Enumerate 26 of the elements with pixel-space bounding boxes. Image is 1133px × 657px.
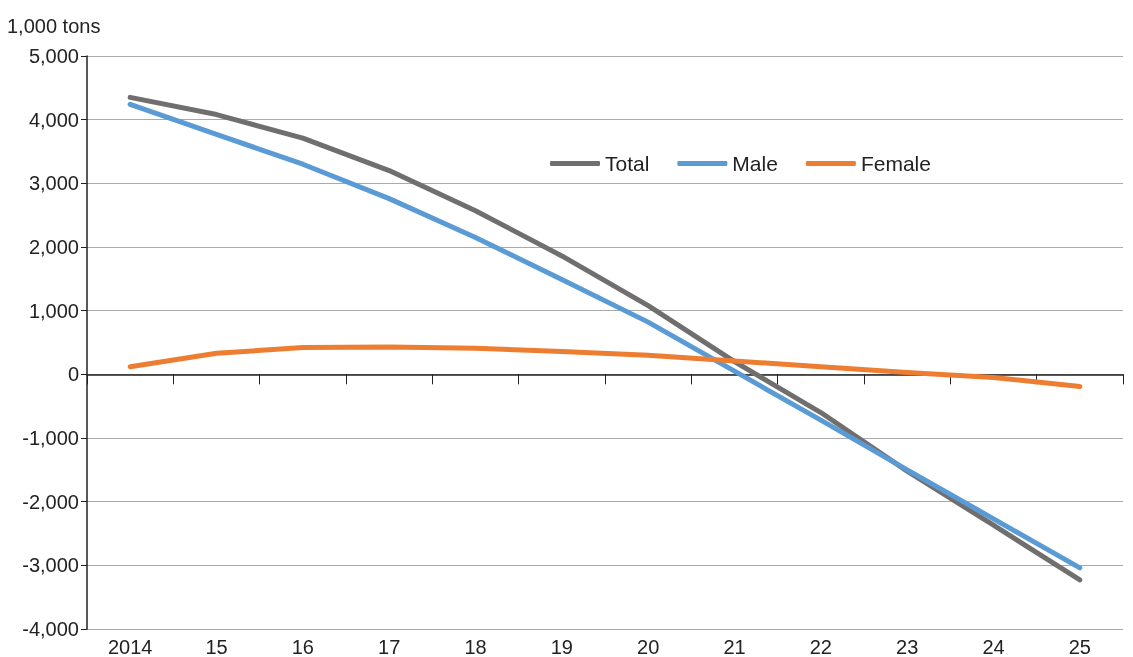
legend-label: Total (605, 152, 650, 175)
y-tick-label: -2,000 (22, 490, 79, 513)
legend-label: Male (732, 152, 778, 175)
x-tick-label: 21 (723, 636, 746, 657)
y-tick-label: -3,000 (22, 554, 79, 577)
x-tick-label: 2014 (107, 636, 153, 657)
y-tick-label: 1,000 (28, 299, 79, 322)
y-tick-label: 0 (67, 363, 79, 386)
x-tick-label: 16 (291, 636, 314, 657)
x-tick-label: 22 (809, 636, 832, 657)
x-tick-label: 25 (1068, 636, 1091, 657)
x-tick-label: 19 (550, 636, 573, 657)
x-tick-label: 20 (637, 636, 660, 657)
y-tick-label: 2,000 (28, 236, 79, 258)
x-tick-label: 18 (464, 636, 487, 657)
legend-label: Female (860, 152, 931, 175)
y-tick-label: -1,000 (22, 427, 79, 449)
x-tick-label: 24 (982, 636, 1005, 657)
y-tick-label: -4,000 (22, 618, 79, 640)
x-tick-label: 23 (896, 636, 919, 657)
x-tick-label: 17 (378, 636, 401, 657)
y-tick-label: 5,000 (28, 45, 79, 67)
y-tick-label: 3,000 (28, 172, 79, 195)
y-tick-label: 4,000 (28, 108, 79, 131)
x-tick-label: 15 (205, 636, 228, 657)
y-axis-title: 1,000 tons (7, 15, 101, 37)
